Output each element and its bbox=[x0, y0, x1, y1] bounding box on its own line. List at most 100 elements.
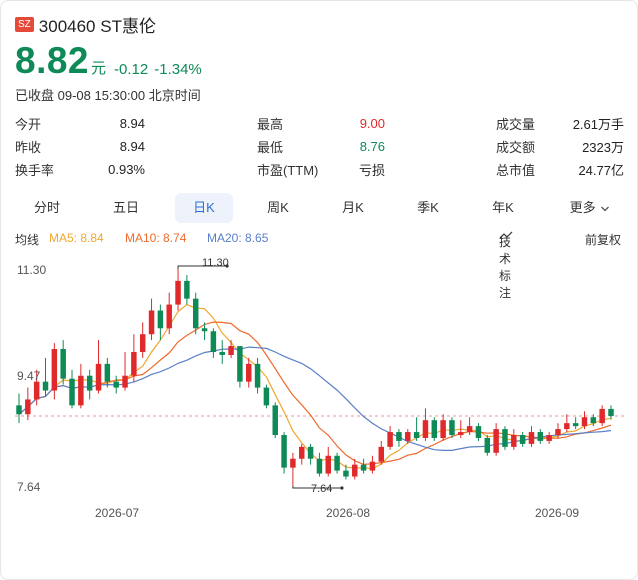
tab-monthly-k[interactable]: 月K bbox=[342, 200, 364, 215]
candle-body bbox=[245, 363, 252, 382]
candle bbox=[263, 384, 270, 409]
candle-body bbox=[564, 423, 570, 430]
tab-five-day[interactable]: 五日 bbox=[112, 200, 139, 215]
candle bbox=[122, 352, 128, 391]
min-price-dot bbox=[340, 486, 344, 490]
candle-body bbox=[608, 408, 614, 417]
candle-body bbox=[148, 310, 155, 335]
stat-value: 24.77亿 bbox=[578, 162, 624, 178]
price-row: 8.82 元 -0.12 -1.34% bbox=[15, 41, 202, 81]
max-price-dot bbox=[225, 264, 229, 268]
candle bbox=[272, 402, 278, 438]
stat-value: 8.94 bbox=[119, 115, 145, 131]
candle bbox=[475, 423, 482, 441]
stat-volume: 成交量 2.61万手 bbox=[496, 113, 624, 133]
candle bbox=[104, 357, 111, 388]
candle-body bbox=[254, 363, 261, 388]
candle-body bbox=[343, 470, 349, 477]
y-tick-mid: 9.47 bbox=[17, 369, 41, 383]
candle-body bbox=[237, 346, 243, 382]
candle bbox=[60, 340, 66, 385]
tab-daily-k[interactable]: 日K bbox=[175, 193, 233, 223]
candle-body bbox=[131, 352, 137, 376]
candle bbox=[387, 426, 393, 450]
x-label-aug: 2026-08 bbox=[326, 506, 370, 520]
tab-quarterly-k[interactable]: 季K bbox=[417, 200, 439, 215]
price-unit: 元 bbox=[91, 60, 107, 77]
min-price-marker bbox=[292, 486, 341, 489]
candle bbox=[422, 408, 429, 441]
candle-body bbox=[546, 435, 552, 441]
candle-body bbox=[405, 432, 411, 441]
candle-body bbox=[528, 432, 535, 444]
annotations bbox=[177, 264, 344, 490]
y-tick-min: 7.64 bbox=[17, 480, 41, 494]
title-row: SZ 300460 ST惠伦 bbox=[15, 13, 156, 36]
max-price-label: 11.30 bbox=[202, 257, 229, 269]
candle-body bbox=[157, 310, 164, 329]
tech-annotation-label: 技术标注 bbox=[499, 235, 512, 300]
candle-body bbox=[201, 328, 208, 332]
candle-body bbox=[307, 446, 314, 459]
candle-body bbox=[334, 455, 340, 471]
candle-body bbox=[502, 429, 508, 447]
kline-chart[interactable]: 11.30 9.47 7.64 2026-07 2026-08 2026-09 … bbox=[1, 251, 638, 551]
candle-body bbox=[16, 405, 22, 415]
tab-yearly-k[interactable]: 年K bbox=[492, 200, 514, 215]
candle bbox=[537, 429, 544, 444]
candle bbox=[528, 426, 535, 447]
stat-pe: 市盈(TTM) 亏损 bbox=[257, 159, 385, 179]
y-tick-max: 11.30 bbox=[17, 263, 46, 277]
stock-title: 300460 ST惠伦 bbox=[38, 16, 156, 36]
candle-body bbox=[104, 363, 111, 382]
candle-body bbox=[78, 375, 84, 406]
stat-high: 最高 9.00 bbox=[257, 113, 385, 133]
tab-more[interactable]: 更多 bbox=[556, 193, 624, 223]
candle bbox=[254, 357, 261, 394]
candle bbox=[131, 334, 137, 382]
candle bbox=[281, 432, 287, 474]
candle bbox=[184, 274, 190, 305]
candle-body bbox=[555, 429, 561, 436]
candle bbox=[599, 405, 605, 427]
trend-icon bbox=[499, 231, 513, 239]
candle bbox=[192, 292, 199, 335]
stat-label: 今开 bbox=[15, 116, 42, 132]
candle bbox=[413, 417, 420, 441]
candle bbox=[175, 269, 181, 311]
stat-label: 最低 bbox=[257, 139, 284, 155]
tab-intraday[interactable]: 分时 bbox=[33, 200, 60, 215]
ma10-value: MA10: 8.74 bbox=[125, 231, 187, 245]
candle bbox=[546, 432, 552, 444]
stat-label: 换手率 bbox=[15, 162, 55, 178]
candle-body bbox=[219, 352, 225, 355]
ma20-value: MA20: 8.65 bbox=[207, 231, 269, 245]
ma-legend: 均线 MA5: 8.84 MA10: 8.74 MA20: 8.65 技术标注 … bbox=[15, 229, 625, 300]
candle bbox=[511, 429, 517, 450]
tab-more-label: 更多 bbox=[569, 200, 596, 215]
ma-label: 均线 bbox=[15, 233, 40, 247]
candle-body bbox=[69, 378, 75, 406]
stat-value: 亏损 bbox=[358, 162, 385, 178]
candle bbox=[166, 292, 172, 335]
candle bbox=[590, 414, 597, 427]
stat-open: 今开 8.94 bbox=[15, 113, 145, 133]
candle bbox=[555, 423, 561, 438]
candle-body bbox=[184, 280, 190, 299]
candles bbox=[16, 269, 614, 486]
candle-body bbox=[493, 429, 499, 453]
tab-weekly-k[interactable]: 周K bbox=[267, 200, 289, 215]
tech-annotation-toggle[interactable]: 技术标注 bbox=[499, 231, 517, 300]
stat-value: 2.61万手 bbox=[572, 116, 624, 132]
stat-label: 昨收 bbox=[15, 139, 42, 155]
price-change-pct: -1.34% bbox=[154, 61, 202, 78]
candle-body bbox=[449, 420, 455, 436]
candle bbox=[449, 417, 455, 438]
candle bbox=[148, 298, 155, 341]
candle bbox=[42, 357, 49, 397]
candle bbox=[325, 446, 331, 477]
x-label-jul: 2026-07 bbox=[95, 506, 139, 520]
adjust-button[interactable]: 前复权 bbox=[585, 233, 622, 247]
candle-body bbox=[86, 375, 93, 391]
